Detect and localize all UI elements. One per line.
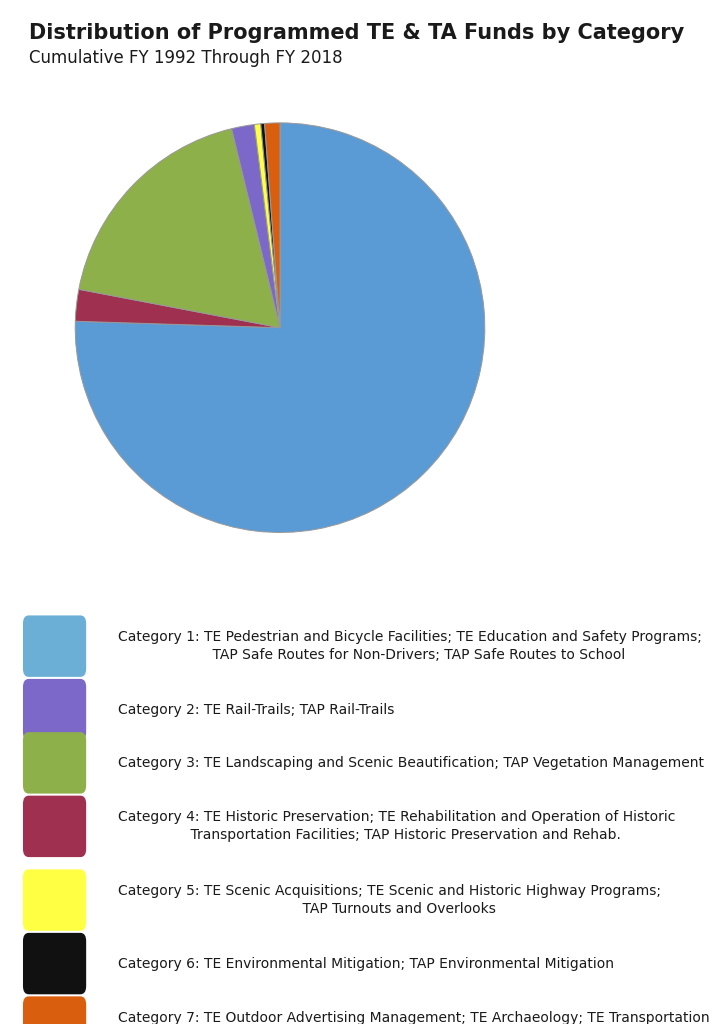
Wedge shape bbox=[254, 124, 280, 328]
Wedge shape bbox=[79, 129, 280, 328]
Wedge shape bbox=[75, 290, 280, 328]
Wedge shape bbox=[75, 123, 485, 532]
Text: Category 7: TE Outdoor Advertising Management; TE Archaeology; TE Transportation: Category 7: TE Outdoor Advertising Manag… bbox=[118, 1011, 710, 1024]
Text: Category 6: TE Environmental Mitigation; TAP Environmental Mitigation: Category 6: TE Environmental Mitigation;… bbox=[118, 956, 615, 971]
Text: Cumulative FY 1992 Through FY 2018: Cumulative FY 1992 Through FY 2018 bbox=[29, 49, 342, 68]
Wedge shape bbox=[265, 123, 280, 328]
Text: Category 2: TE Rail-Trails; TAP Rail-Trails: Category 2: TE Rail-Trails; TAP Rail-Tra… bbox=[118, 702, 395, 717]
Wedge shape bbox=[261, 124, 280, 328]
Text: Category 1: TE Pedestrian and Bicycle Facilities; TE Education and Safety Progra: Category 1: TE Pedestrian and Bicycle Fa… bbox=[118, 630, 702, 663]
Text: Category 5: TE Scenic Acquisitions; TE Scenic and Historic Highway Programs;
   : Category 5: TE Scenic Acquisitions; TE S… bbox=[118, 884, 661, 916]
Text: Distribution of Programmed TE & TA Funds by Category: Distribution of Programmed TE & TA Funds… bbox=[29, 23, 684, 43]
Text: Category 4: TE Historic Preservation; TE Rehabilitation and Operation of Histori: Category 4: TE Historic Preservation; TE… bbox=[118, 810, 676, 843]
Text: Category 3: TE Landscaping and Scenic Beautification; TAP Vegetation Management: Category 3: TE Landscaping and Scenic Be… bbox=[118, 756, 704, 770]
Wedge shape bbox=[232, 125, 280, 328]
